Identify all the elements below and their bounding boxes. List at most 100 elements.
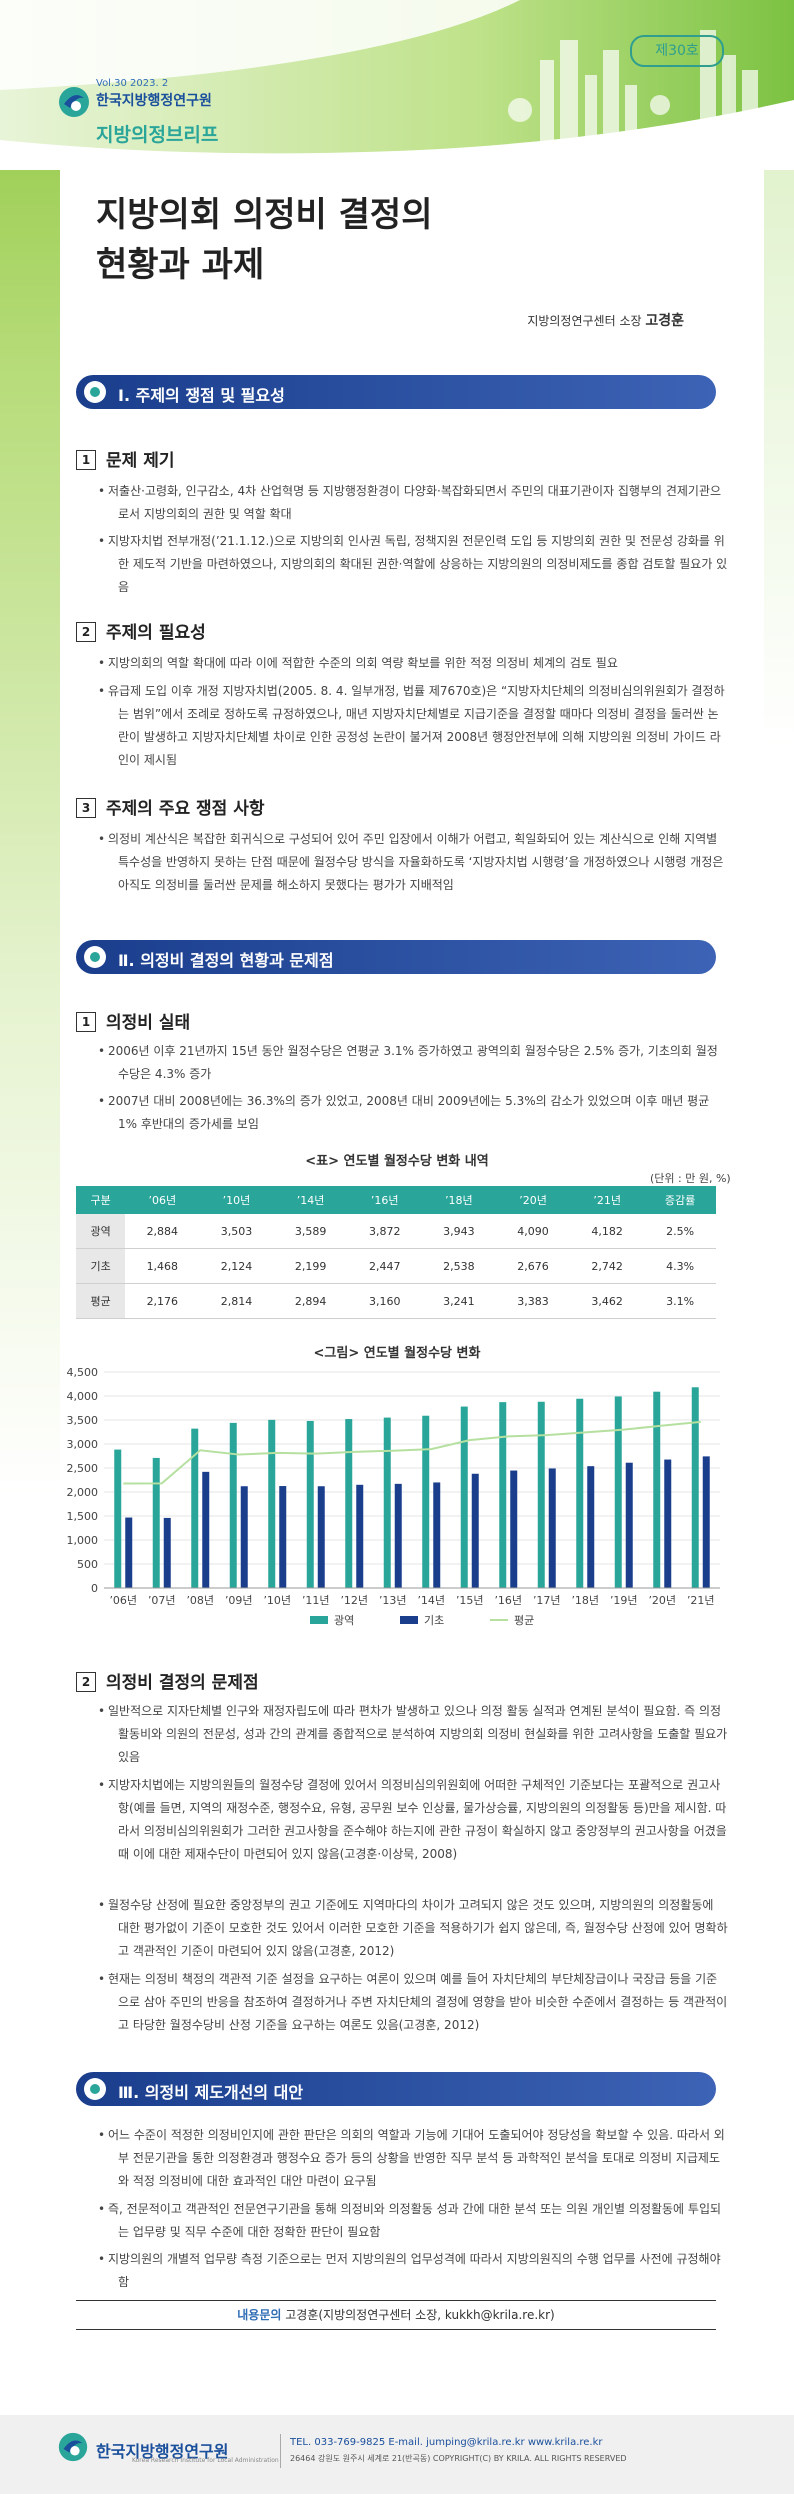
section-label: Ⅱ. 의정비 결정의 현황과 문제점 [118,951,334,970]
bar-기초 [702,1456,710,1588]
paragraph: 지방의회의 역할 확대에 따라 이에 적합한 수준의 의회 역량 확보를 위한 … [108,652,728,675]
right-decoration-band [764,0,794,2494]
left-decoration-band [0,0,60,2494]
subheading-problem: 1 문제 제기 [76,446,174,471]
table-cell: 4.3% [644,1248,716,1284]
x-tick-label: ’13년 [379,1594,407,1607]
y-tick-label: 3,000 [67,1438,99,1451]
bar-기초 [548,1468,556,1588]
bar-기초 [625,1462,633,1588]
table-cell: 3,462 [570,1283,645,1319]
subheading-title: 의정비 결정의 문제점 [106,1673,259,1693]
subheading-issues: 3 주제의 주요 쟁점 사항 [76,794,265,819]
footer-institute-name: 한국지방행정연구원 [96,2442,229,2461]
allowance-chart: 0 500 1,000 1,500 2,000 2,500 3,000 3,500 4,000 4… [67,1366,720,1627]
table-row: 평균 2,176 2,814 2,894 3,160 3,241 3,383 3… [76,1283,716,1319]
x-tick-label: ’06년 [109,1594,137,1607]
issue-number: 제30호 [630,35,724,67]
bar-기초 [163,1517,171,1588]
bar-기초 [317,1486,325,1588]
table-cell: 4,182 [570,1214,645,1249]
bar-기초 [471,1473,479,1588]
x-tick-label: ’07년 [148,1594,176,1607]
y-tick-label: 1,000 [67,1534,99,1547]
table-cell: 2,742 [570,1248,645,1284]
bar-기초 [202,1471,210,1588]
table-cell: 2.5% [644,1214,716,1249]
bar-광역 [345,1419,353,1588]
table-header-row: 구분 ’06년 ’10년 ’14년 ’16년 ’18년 ’20년 ’21년 증감… [76,1186,716,1214]
bar-기초 [510,1470,518,1588]
table-title: <표> 연도별 월정수당 변화 내역 [305,1154,489,1169]
x-tick-label: ’09년 [225,1594,253,1607]
table-cell: 3,241 [421,1283,496,1319]
table-header-cell: ’21년 [570,1186,645,1214]
bar-광역 [152,1457,160,1588]
institute-logo-icon [59,87,89,117]
bar-기초 [664,1459,672,1588]
y-tick-label: 0 [91,1582,98,1595]
table-cell: 1,468 [125,1248,200,1284]
y-tick-label: 3,500 [67,1414,99,1427]
table-header-cell: ’20년 [495,1186,571,1214]
bar-광역 [114,1449,122,1588]
y-tick-label: 4,500 [67,1366,99,1379]
table-cell: 3,160 [347,1283,422,1319]
paragraph: 지방자치법에는 지방의원들의 월정수당 결정에 있어서 의정비심의위원회에 어떠… [108,1774,728,1866]
paragraph: 유급제 도입 이후 개정 지방자치법(2005. 8. 4. 일부개정, 법률 … [108,680,728,772]
table-header-cell: ’10년 [199,1186,274,1214]
subheading-title: 주제의 필요성 [106,623,206,643]
legend-label: 광역 [334,1614,354,1627]
y-tick-label: 1,500 [67,1510,99,1523]
subheading-title: 문제 제기 [106,451,175,471]
x-tick-label: ’08년 [186,1594,214,1607]
institute-name: 한국지방행정연구원 [96,93,212,109]
author-name: 고경훈 [645,313,684,329]
legend-swatch [310,1616,328,1624]
bar-기초 [587,1466,595,1588]
table-header-cell: ’16년 [347,1186,422,1214]
bar-광역 [191,1428,199,1588]
bar-광역 [691,1387,699,1588]
bar-광역 [422,1415,430,1588]
section-label: Ⅲ. 의정비 제도개선의 대안 [118,2083,304,2102]
paragraph: 의정비 계산식은 복잡한 회귀식으로 구성되어 있어 주민 입장에서 이해가 어… [108,828,728,897]
bar-기초 [279,1486,287,1588]
footer-logo-icon [58,2432,88,2462]
bar-광역 [306,1420,314,1588]
subheading-title: 주제의 주요 쟁점 사항 [106,799,265,819]
legend-label: 평균 [514,1614,534,1627]
table-cell: 2,814 [199,1283,274,1319]
contact-label: 내용문의 [237,2308,282,2322]
table-cell: 4,090 [495,1214,571,1249]
contact-text: 고경훈(지방의정연구센터 소장, kukkh@krila.re.kr) [285,2308,555,2322]
bar-기초 [125,1517,133,1588]
x-tick-label: ’10년 [263,1594,291,1607]
bar-광역 [383,1417,391,1588]
author-affiliation: 지방의정연구센터 소장 [527,314,642,328]
table-unit: (단위 : 만 원, %) [650,1172,731,1185]
table-header-cell: ’14년 [273,1186,348,1214]
subheading-number: 2 [76,1672,96,1692]
bar-기초 [240,1486,248,1588]
table-cell: 3,383 [495,1283,571,1319]
subheading-title: 의정비 실태 [106,1013,191,1033]
subheading-number: 1 [76,450,96,470]
bar-광역 [499,1402,507,1588]
table-cell: 3,872 [347,1214,422,1249]
table-cell: 2,124 [199,1248,274,1284]
table-cell: 2,199 [273,1248,348,1284]
paragraph: 현재는 의정비 책정의 객관적 기준 설정을 요구하는 여론이 있으며 예를 들… [108,1968,728,2037]
paragraph: 저출산·고령화, 인구감소, 4차 산업혁명 등 지방행정환경이 다양화·복잡화… [108,480,728,526]
table-cell: 3,503 [199,1214,274,1249]
x-tick-label: ’12년 [340,1594,368,1607]
x-tick-label: ’17년 [533,1594,561,1607]
footer-institute-name-en: Korea Research Institute for Local Admin… [132,2457,279,2464]
section-header-1: Ⅰ. 주제의 쟁점 및 필요성 [76,375,716,409]
legend-swatch [400,1616,418,1624]
footer [0,2415,794,2494]
paragraph: 2007년 대비 2008년에는 36.3%의 증가 있었고, 2008년 대비… [108,1090,728,1136]
paragraph: 일반적으로 지자단체별 인구와 재정자립도에 따라 편차가 발생하고 있으나 의… [108,1700,728,1769]
subheading-number: 3 [76,798,96,818]
paragraph: 즉, 전문적이고 객관적인 전문연구기관을 통해 의정비와 의정활동 성과 간에… [108,2198,728,2244]
